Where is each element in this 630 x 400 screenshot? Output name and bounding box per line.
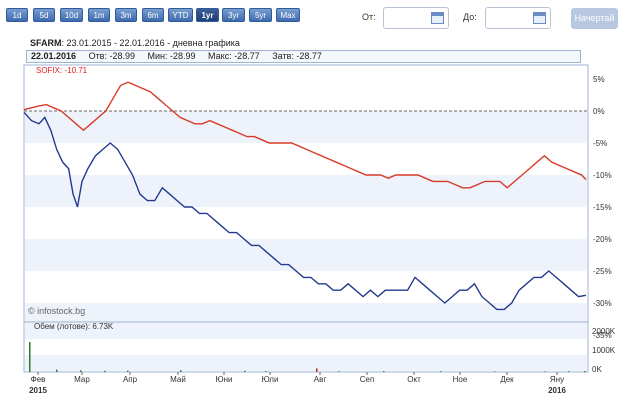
to-date-input[interactable] [485, 7, 551, 29]
y-tick-label: -30% [593, 299, 612, 308]
volume-label: Обем (лотове): 6.73K [34, 322, 114, 331]
grid-band [25, 239, 587, 271]
y-tick-label: -25% [593, 267, 612, 276]
y-tick-label: -10% [593, 171, 612, 180]
volume-bar [338, 371, 340, 372]
volume-bar [383, 371, 385, 372]
x-tick-label: Мар [74, 375, 90, 384]
period-button-1yr[interactable]: 1yr [196, 8, 219, 22]
volume-bar [80, 370, 82, 372]
volume-bar [568, 371, 570, 372]
x-tick-label: Юни [216, 375, 233, 384]
quote-min: Мин: -28.99 [147, 51, 196, 61]
y-tick-label: -20% [593, 235, 612, 244]
x-year-label: 2015 [29, 386, 47, 395]
volume-bar [244, 370, 246, 372]
x-tick-label: Окт [407, 375, 421, 384]
volume-tick-label: 2000K [592, 327, 616, 336]
x-tick-label: Юли [262, 375, 279, 384]
volume-bar [180, 370, 182, 372]
quote-close: Затв: -28.77 [272, 51, 322, 61]
x-year-label: 2016 [548, 386, 566, 395]
grid-band [25, 323, 587, 339]
period-button-5yr[interactable]: 5yr [249, 8, 272, 22]
y-tick-label: 5% [593, 75, 605, 84]
x-tick-label: Ное [453, 375, 468, 384]
period-button-3yr[interactable]: 3yr [222, 8, 245, 22]
chart-subtitle: : 23.01.2015 - 22.01.2016 - дневна графи… [61, 38, 240, 48]
period-button-5d[interactable]: 5d [33, 8, 55, 22]
grid-band [25, 111, 587, 143]
period-button-6m[interactable]: 6m [142, 8, 164, 22]
y-tick-label: 0% [593, 107, 605, 116]
draw-button[interactable]: Начертай [571, 8, 618, 29]
grid-band [25, 355, 587, 371]
volume-bar [56, 369, 58, 372]
y-tick-label: -35% [593, 331, 612, 340]
x-tick-label: Май [170, 375, 186, 384]
sfarm-line [23, 111, 587, 311]
from-date-input[interactable] [383, 7, 449, 29]
y-tick-label: -15% [593, 203, 612, 212]
period-toolbar: 1d 5d 10d 1m 3m 6m YTD 1yr 3yr 5yr Max О… [0, 0, 630, 34]
to-label: До: [463, 12, 477, 22]
symbol-name: SFARM [30, 38, 62, 48]
volume-tick-label: 1000K [592, 346, 616, 355]
x-tick-label: Апр [123, 375, 138, 384]
from-label: От: [362, 12, 376, 22]
sofix-label: SOFIX: -10.71 [34, 66, 90, 75]
volume-bar [584, 371, 586, 372]
period-button-1m[interactable]: 1m [88, 8, 110, 22]
period-button-ytd[interactable]: YTD [168, 8, 193, 22]
volume-tick-label: 0K [592, 365, 602, 374]
x-tick-label: Сеп [360, 375, 375, 384]
period-button-10d[interactable]: 10d [60, 8, 83, 22]
x-tick-label: Дек [500, 375, 514, 384]
volume-bar [104, 370, 106, 372]
period-button-1d[interactable]: 1d [6, 8, 28, 22]
sofix-line [23, 81, 587, 189]
x-tick-label: Фев [31, 375, 46, 384]
volume-bar [316, 368, 318, 372]
x-tick-label: Яну [550, 375, 564, 384]
quote-bar: 22.01.2016 Отв: -28.99 Мин: -28.99 Макс:… [26, 50, 581, 63]
calendar-icon[interactable] [533, 12, 546, 24]
volume-bar [440, 371, 442, 372]
calendar-icon[interactable] [431, 12, 444, 24]
chart-header: SFARM: 23.01.2015 - 22.01.2016 - дневна … [30, 38, 240, 48]
copyright-text: © infostock.bg [28, 306, 86, 316]
volume-bar [127, 370, 129, 372]
volume-bar [265, 371, 267, 372]
volume-bar [544, 371, 546, 372]
x-tick-label: Авг [314, 375, 327, 384]
quote-max: Макс: -28.77 [208, 51, 260, 61]
period-button-3m[interactable]: 3m [115, 8, 137, 22]
period-button-max[interactable]: Max [276, 8, 300, 22]
quote-date: 22.01.2016 [31, 51, 77, 61]
grid-band [25, 175, 587, 207]
volume-bar [29, 342, 31, 372]
volume-bar [494, 371, 496, 372]
quote-open: Отв: -28.99 [88, 51, 135, 61]
y-tick-label: -5% [593, 139, 607, 148]
